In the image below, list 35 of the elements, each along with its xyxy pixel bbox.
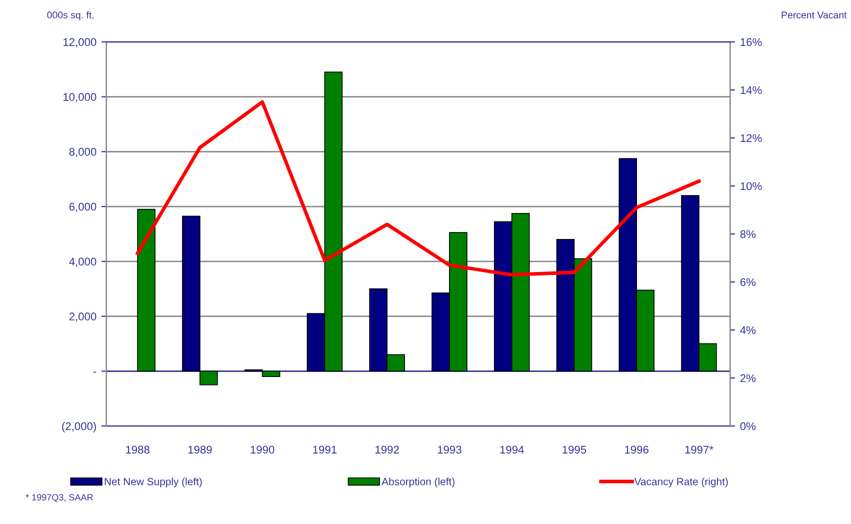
y-tick-label: 4,000 [69, 258, 96, 267]
line-series [136, 100, 701, 277]
y2-tick-label: 2% [740, 374, 756, 382]
x-tick-label: 1990 [250, 446, 274, 454]
y-tick-label: 6,000 [69, 202, 96, 212]
x-tick-label: 1997* [685, 446, 714, 454]
y2-tick-label: 16% [740, 38, 762, 46]
y2-tick-label: 6% [740, 278, 756, 286]
y2-tick-label: 10% [740, 182, 762, 190]
y2-tick-label: 4% [740, 326, 756, 334]
y2-tick-label: 0% [740, 422, 756, 430]
y-tick-label: 2,000 [69, 312, 96, 322]
x-tick-label: 1995 [562, 446, 586, 454]
bar [137, 208, 156, 372]
y-tick-label: (2,000) [62, 422, 96, 432]
y-tick-label: 12,000 [64, 38, 96, 48]
x-tick-label: 1989 [188, 446, 212, 454]
x-tick-label: 1988 [126, 446, 150, 454]
legend-label: Absorption (left) [382, 478, 454, 488]
y-tick-label: 10,000 [64, 93, 96, 102]
x-tick-label: 1991 [313, 446, 337, 454]
x-tick-label: 1993 [438, 446, 462, 454]
y2-tick-label: 8% [740, 230, 756, 238]
x-tick-label: 1992 [376, 446, 399, 454]
x-tick-label: 1994 [500, 446, 524, 454]
x-tick-label: 1996 [625, 446, 648, 454]
legend-label: Vacancy Rate (right) [634, 478, 728, 488]
y2-tick-label: 14% [740, 86, 762, 94]
y2-tick-label: 12% [740, 134, 762, 142]
y-axis-title: 000s sq. ft. [47, 11, 94, 20]
y2-axis-title: Percent Vacant [782, 12, 847, 18]
y-tick-label: - [93, 372, 96, 373]
y-tick-label: 8,000 [69, 148, 96, 158]
text: * 1997Q3, SAAR [26, 494, 93, 502]
legend-label: Net New Supply (left) [104, 478, 202, 488]
